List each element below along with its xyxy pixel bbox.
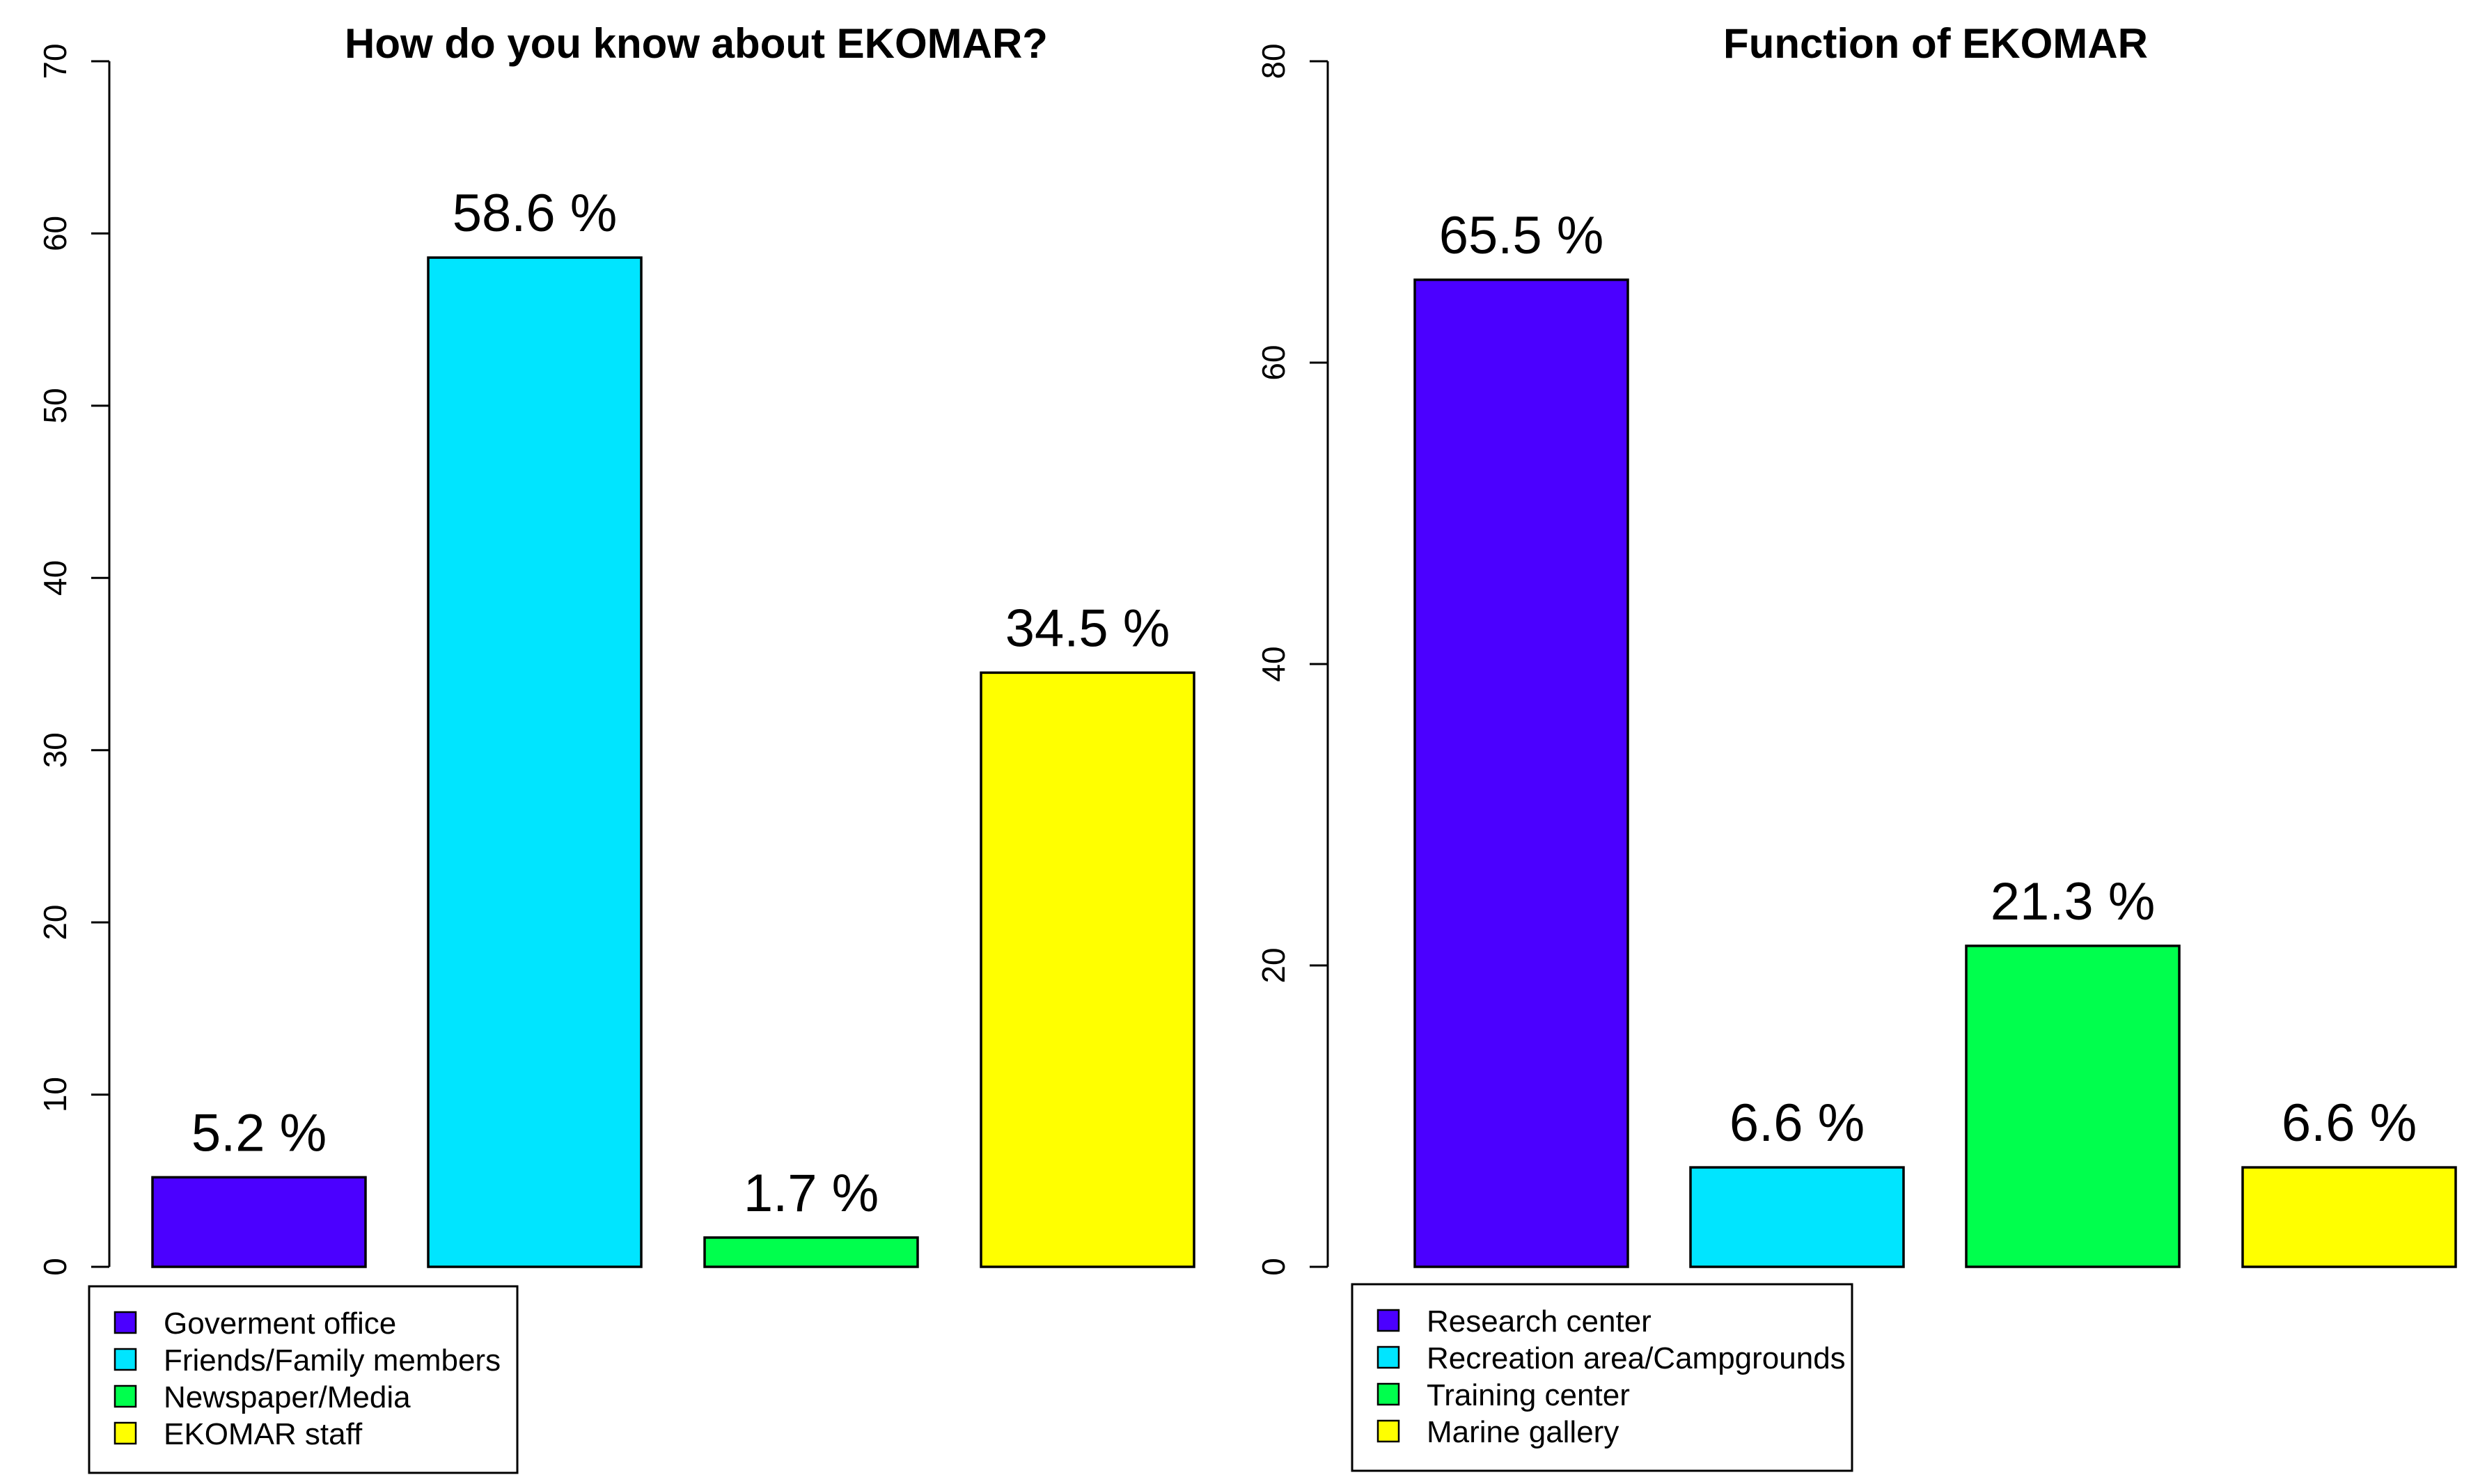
legend-swatch xyxy=(113,1421,137,1445)
y-tick-label: 40 xyxy=(1255,646,1292,681)
bar-marine-gallery xyxy=(2241,1166,2457,1268)
legend-swatch xyxy=(1376,1345,1400,1369)
bar-data-label: 58.6 % xyxy=(453,184,618,243)
legend-entry-label: Marine gallery xyxy=(1427,1415,1619,1449)
y-tick-label: 40 xyxy=(37,560,73,596)
bar-recreation-area-campgrounds xyxy=(1689,1166,1905,1268)
legend-swatch xyxy=(1376,1309,1400,1332)
bar-friends-family-members xyxy=(427,256,643,1268)
chart-title: Function of EKOMAR xyxy=(1723,20,2148,67)
chart-panel-function: Function of EKOMAR 0 20 40 60 80 65.5 % 6.6 % 21… xyxy=(1255,20,2457,1472)
y-tick-label: 60 xyxy=(1255,345,1292,380)
bar-data-label: 6.6 % xyxy=(1729,1094,1865,1153)
legend-entry-label: Research center xyxy=(1427,1304,1652,1339)
bar-ekomar-staff xyxy=(980,671,1195,1268)
legend-entry-label: Friends/Family members xyxy=(164,1343,501,1378)
bar-data-label: 5.2 % xyxy=(191,1103,327,1162)
y-tick-label: 20 xyxy=(1255,947,1292,983)
chart-title: How do you know about EKOMAR? xyxy=(345,20,1048,67)
bar-research-center xyxy=(1413,278,1629,1268)
bar-data-label: 21.3 % xyxy=(1991,872,2156,931)
legend-entry-label: EKOMAR staff xyxy=(164,1417,363,1451)
legend-entry-label: Newspaper/Media xyxy=(164,1380,411,1414)
y-tick-label: 10 xyxy=(37,1077,73,1112)
bar-data-label: 34.5 % xyxy=(1005,599,1170,658)
y-tick-label: 80 xyxy=(1255,43,1292,79)
legend-swatch xyxy=(113,1384,137,1408)
bar-goverment-office xyxy=(151,1176,367,1268)
bar-data-label: 6.6 % xyxy=(2282,1094,2417,1153)
legend-box xyxy=(88,1285,519,1474)
bar-data-label: 1.7 % xyxy=(744,1164,879,1223)
legend-entry-label: Training center xyxy=(1427,1378,1630,1412)
bar-training-center xyxy=(1965,945,2181,1268)
y-tick-label: 70 xyxy=(37,43,73,79)
y-tick-label: 0 xyxy=(37,1258,73,1276)
bar-newspaper-media xyxy=(703,1236,919,1268)
y-tick-label: 20 xyxy=(37,905,73,940)
legend-swatch xyxy=(1376,1382,1400,1406)
legend-entry-label: Recreation area/Campgrounds xyxy=(1427,1341,1846,1375)
y-tick-label: 30 xyxy=(37,732,73,768)
y-tick-label: 60 xyxy=(37,216,73,251)
y-tick-label: 0 xyxy=(1255,1258,1292,1276)
legend-swatch xyxy=(1376,1419,1400,1443)
bar-data-label: 65.5 % xyxy=(1439,206,1604,265)
chart-panel-knowledge-source: How do you know about EKOMAR? 0 10 20 30 40 50… xyxy=(37,20,1195,1474)
legend-swatch xyxy=(113,1348,137,1371)
legend-box xyxy=(1351,1283,1853,1472)
legend-entry-label: Goverment office xyxy=(164,1307,396,1341)
legend-swatch xyxy=(113,1311,137,1334)
y-tick-label: 50 xyxy=(37,388,73,423)
